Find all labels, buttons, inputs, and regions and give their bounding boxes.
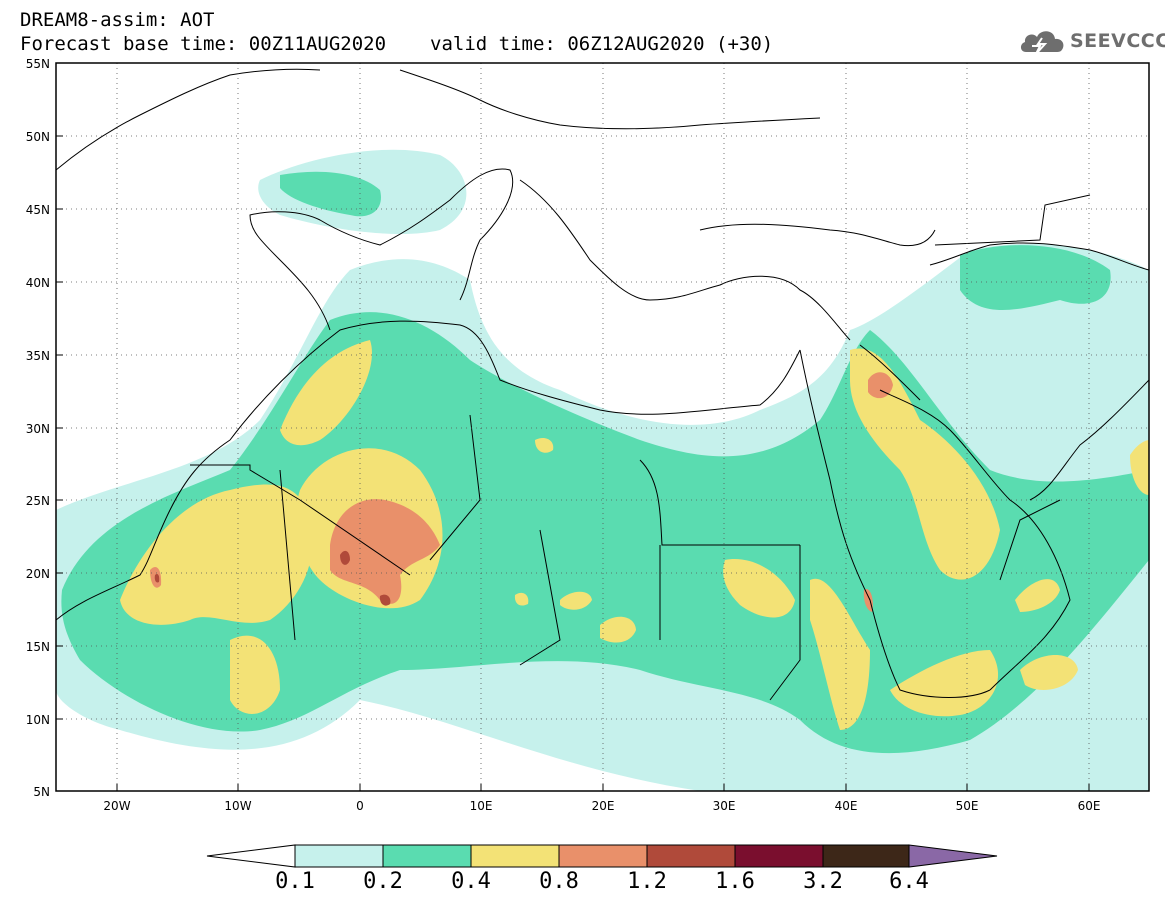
cloud-logo-icon	[1020, 31, 1064, 55]
longitude-labels: 20W 10W 0 10E 20E 30E 40E 50E 60E	[103, 799, 1100, 813]
colorbar	[206, 844, 998, 868]
aot-level-1-2	[154, 550, 391, 606]
lon-label: 20W	[103, 799, 130, 813]
graticule	[56, 63, 1149, 791]
seevccc-logo: SEEVCCC	[1018, 24, 1165, 58]
colorbar-label: 6.4	[889, 869, 929, 894]
base-time: Forecast base time: 00Z11AUG2020	[20, 33, 387, 55]
colorbar-swatch	[470, 844, 560, 868]
lon-label: 20E	[592, 799, 615, 813]
colorbar-label: 0.2	[363, 869, 403, 894]
lat-label: 40N	[26, 276, 50, 290]
map-subtitle: Forecast base time: 00Z11AUG2020 valid ti…	[20, 34, 773, 54]
colorbar-swatch	[822, 844, 910, 868]
colorbar-label: 1.6	[715, 869, 755, 894]
colorbar-over-arrow	[908, 844, 998, 868]
colorbar-label: 1.2	[627, 869, 667, 894]
lon-label: 60E	[1078, 799, 1101, 813]
lon-label: 10W	[224, 799, 251, 813]
valid-time: valid time: 06Z12AUG2020 (+30)	[430, 33, 774, 55]
axis-ticks	[56, 62, 1090, 791]
lat-label: 30N	[26, 422, 50, 436]
lon-label: 0	[356, 799, 364, 813]
latitude-labels: 55N 50N 45N 40N 35N 30N 25N 20N 15N 10N …	[26, 57, 50, 799]
lat-label: 10N	[26, 713, 50, 727]
colorbar-swatch	[382, 844, 472, 868]
lat-label: 45N	[26, 203, 50, 217]
map-title: DREAM8-assim: AOT	[20, 9, 215, 31]
lon-label: 50E	[956, 799, 979, 813]
lat-label: 35N	[26, 349, 50, 363]
lon-label: 40E	[835, 799, 858, 813]
colorbar-label: 0.8	[539, 869, 579, 894]
lon-label: 30E	[713, 799, 736, 813]
lat-label: 5N	[33, 785, 50, 799]
colorbar-label: 0.4	[451, 869, 491, 894]
lat-label: 15N	[26, 640, 50, 654]
colorbar-swatch	[294, 844, 384, 868]
aot-contours	[56, 149, 1149, 791]
lat-label: 55N	[26, 57, 50, 71]
aot-level-0-8	[150, 372, 893, 612]
logo-text: SEEVCCC	[1070, 30, 1165, 52]
lat-label: 25N	[26, 494, 50, 508]
colorbar-swatch	[558, 844, 648, 868]
lon-label: 10E	[470, 799, 493, 813]
colorbar-label: 0.1	[275, 869, 315, 894]
coastlines	[56, 68, 1149, 701]
lat-label: 50N	[26, 130, 50, 144]
lat-label: 20N	[26, 567, 50, 581]
colorbar-label: 3.2	[803, 869, 843, 894]
colorbar-under-arrow	[206, 844, 296, 868]
colorbar-swatch	[734, 844, 824, 868]
colorbar-swatch	[646, 844, 736, 868]
